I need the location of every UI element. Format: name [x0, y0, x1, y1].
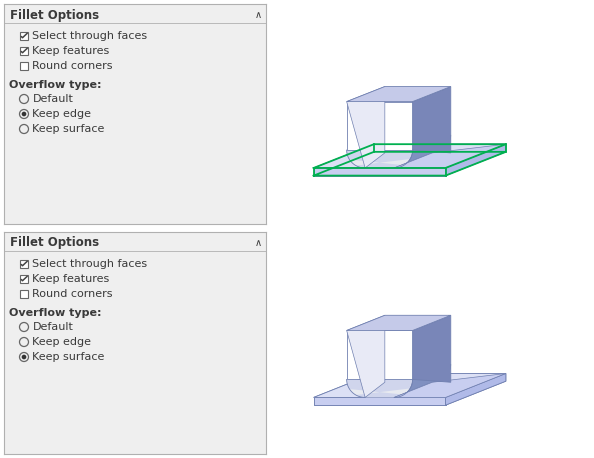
Polygon shape: [349, 388, 410, 395]
Text: Keep surface: Keep surface: [33, 352, 105, 362]
Text: Round corners: Round corners: [31, 61, 112, 71]
Bar: [20, 290, 28, 298]
Polygon shape: [347, 379, 413, 398]
Polygon shape: [446, 144, 506, 175]
Text: Overflow type:: Overflow type:: [9, 80, 102, 90]
Polygon shape: [347, 87, 385, 168]
Polygon shape: [314, 398, 446, 405]
Polygon shape: [314, 373, 506, 398]
Polygon shape: [314, 168, 446, 175]
Polygon shape: [314, 398, 446, 405]
Polygon shape: [347, 331, 413, 379]
Text: Keep features: Keep features: [31, 46, 109, 56]
Text: Round corners: Round corners: [31, 289, 112, 299]
Polygon shape: [413, 87, 451, 153]
Polygon shape: [347, 87, 451, 102]
Bar: [20, 260, 28, 268]
Polygon shape: [446, 144, 506, 175]
Text: ∧: ∧: [254, 10, 261, 20]
Polygon shape: [347, 102, 413, 150]
Polygon shape: [413, 315, 451, 382]
Text: Default: Default: [33, 94, 74, 104]
Polygon shape: [314, 373, 506, 398]
Bar: [20, 275, 28, 283]
Text: Fillet Options: Fillet Options: [10, 9, 99, 22]
Polygon shape: [347, 150, 413, 168]
Text: ∧: ∧: [254, 238, 261, 248]
Polygon shape: [394, 364, 451, 398]
Text: Select through faces: Select through faces: [31, 31, 147, 41]
Polygon shape: [394, 373, 506, 398]
Polygon shape: [446, 373, 506, 405]
Text: Keep edge: Keep edge: [33, 109, 91, 119]
Text: Keep surface: Keep surface: [33, 124, 105, 134]
Polygon shape: [314, 168, 446, 175]
Circle shape: [21, 354, 26, 360]
Bar: [20, 32, 28, 40]
Polygon shape: [349, 159, 410, 165]
Polygon shape: [394, 144, 506, 168]
Polygon shape: [347, 315, 451, 331]
Bar: [20, 47, 28, 55]
Text: Keep features: Keep features: [31, 274, 109, 284]
Text: Select through faces: Select through faces: [31, 259, 147, 269]
Polygon shape: [347, 315, 385, 398]
Text: Default: Default: [33, 322, 74, 332]
Circle shape: [21, 112, 26, 116]
Polygon shape: [314, 144, 506, 168]
Text: Keep edge: Keep edge: [33, 337, 91, 347]
Polygon shape: [314, 144, 506, 168]
Text: Overflow type:: Overflow type:: [9, 308, 102, 318]
Text: Fillet Options: Fillet Options: [10, 236, 99, 250]
Polygon shape: [394, 135, 451, 168]
Bar: [20, 62, 28, 70]
Polygon shape: [446, 373, 506, 405]
